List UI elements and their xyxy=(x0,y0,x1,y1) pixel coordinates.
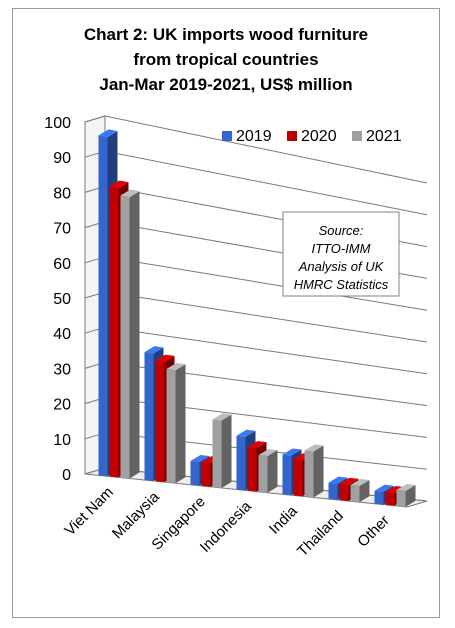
bar-india-2021-front xyxy=(304,450,314,498)
bar-indonesia-2019-top xyxy=(236,429,256,437)
bar-indonesia-2020-front xyxy=(247,447,257,492)
y-tick-label: 20 xyxy=(53,397,71,414)
gridline xyxy=(104,326,428,375)
bar-singapore-2019-top xyxy=(190,454,210,462)
bar-viet-nam-2021-side xyxy=(129,191,140,479)
bar-indonesia-2019-front xyxy=(236,435,246,491)
legend-swatch-2021 xyxy=(352,131,362,141)
bar-other-2021-top xyxy=(396,483,416,491)
bar-malaysia-2019-top xyxy=(144,346,164,354)
bar-viet-nam-2020-front xyxy=(109,186,119,478)
bar-thailand-2021-side xyxy=(359,479,370,503)
legend-label-2021: 2021 xyxy=(366,128,402,145)
bar-thailand-2020-front xyxy=(339,483,349,502)
bar-india-2021 xyxy=(304,444,324,498)
y-tick-label: 70 xyxy=(53,221,71,238)
legend: 2019 2020 2021 xyxy=(222,128,402,145)
bar-indonesia-2021-top xyxy=(258,449,278,457)
y-tick-label: 50 xyxy=(53,291,71,308)
gridline xyxy=(104,291,428,343)
bar-malaysia-2021-side xyxy=(175,364,186,484)
y-tick-label: 100 xyxy=(44,115,71,132)
bars xyxy=(98,129,416,507)
bar-other-2021-front xyxy=(396,489,406,507)
bar-thailand-2021-top xyxy=(350,479,370,486)
chart-title: Chart 2: UK imports wood furniture from … xyxy=(12,22,440,97)
bar-other-2019-front xyxy=(374,490,384,505)
bar-other-2020-front xyxy=(385,491,395,506)
bar-other-2019-top xyxy=(374,484,394,492)
bar-india-2021-side xyxy=(313,445,324,498)
bar-thailand-2021-front xyxy=(350,485,360,503)
source-line-4: HMRC Statistics xyxy=(294,277,389,292)
bar-other-2020-top xyxy=(385,485,405,493)
bar-india-2020-front xyxy=(293,459,303,497)
bar-india-2021-top xyxy=(304,444,324,452)
source-line-3: Analysis of UK xyxy=(298,259,385,274)
bar-indonesia-2021-front xyxy=(258,455,268,493)
bar-thailand-2021 xyxy=(350,479,370,503)
y-axis-ticks: 0 10 20 30 40 50 60 70 80 90 100 xyxy=(44,115,86,484)
gridline xyxy=(104,256,428,311)
y-tick-label: 40 xyxy=(53,326,71,343)
source-line-2: ITTO-IMM xyxy=(312,241,371,256)
source-box-border xyxy=(282,211,400,297)
bar-viet-nam-2021 xyxy=(120,189,140,479)
bar-malaysia-2021-top xyxy=(166,363,186,371)
bar-indonesia-2021-side xyxy=(267,450,278,493)
bar-indonesia-2020-top xyxy=(247,441,267,449)
bar-malaysia-2019-front xyxy=(144,352,154,482)
gridline xyxy=(104,150,428,216)
bar-indonesia-2021 xyxy=(258,449,278,493)
y-tick-label: 0 xyxy=(62,467,71,484)
bar-viet-nam-2021-front xyxy=(120,195,130,479)
bar-singapore-2020-front xyxy=(201,462,211,487)
bar-thailand-2019-top xyxy=(328,476,348,484)
bar-malaysia-2021 xyxy=(166,363,186,484)
source-annotation: Source: ITTO-IMM Analysis of UK HMRC Sta… xyxy=(282,211,400,297)
bar-viet-nam-2020-top xyxy=(109,180,129,189)
bar-other-2021-side xyxy=(405,484,416,507)
x-tick-label: India xyxy=(266,502,301,537)
bar-other-2021 xyxy=(396,483,416,507)
chart-title-line-3: Jan-Mar 2019-2021, US$ million xyxy=(99,75,353,94)
y-tick-label: 90 xyxy=(53,150,71,167)
gridline-side xyxy=(84,115,106,123)
x-tick-label: Other xyxy=(354,512,393,551)
y-tick-label: 10 xyxy=(53,432,71,449)
bar-thailand-2020-top xyxy=(339,477,359,485)
y-tick-label: 80 xyxy=(53,185,71,202)
gridline xyxy=(104,115,428,184)
bar-malaysia-2021-front xyxy=(166,369,176,484)
bar-viet-nam-2019-front xyxy=(98,135,108,477)
source-line-1: Source: xyxy=(319,223,364,238)
bar-india-2019-top xyxy=(282,448,302,456)
bar-india-2019-front xyxy=(282,454,292,496)
bar-malaysia-2020-top xyxy=(155,354,175,362)
bar-malaysia-2020-front xyxy=(155,360,165,483)
legend-label-2020: 2020 xyxy=(301,128,337,145)
y-tick-label: 30 xyxy=(53,361,71,378)
legend-swatch-2020 xyxy=(287,131,297,141)
legend-swatch-2019 xyxy=(222,131,232,141)
bar-viet-nam-2021-top xyxy=(120,189,140,198)
chart-title-line-2: from tropical countries xyxy=(133,50,319,69)
bar-singapore-2021-side xyxy=(221,414,232,488)
bar-viet-nam-2019-top xyxy=(98,129,118,138)
bar-singapore-2019-front xyxy=(190,460,200,486)
legend-label-2019: 2019 xyxy=(236,128,272,145)
bar-singapore-2021 xyxy=(212,413,232,488)
x-tick-label: Thailand xyxy=(294,507,347,560)
bar-thailand-2019-front xyxy=(328,482,338,500)
chart-frame xyxy=(12,8,440,618)
chart-title-line-1: Chart 2: UK imports wood furniture xyxy=(83,25,369,44)
y-tick-label: 60 xyxy=(53,256,71,273)
bar-singapore-2021-front xyxy=(212,419,222,488)
bar-singapore-2021-top xyxy=(212,413,232,421)
